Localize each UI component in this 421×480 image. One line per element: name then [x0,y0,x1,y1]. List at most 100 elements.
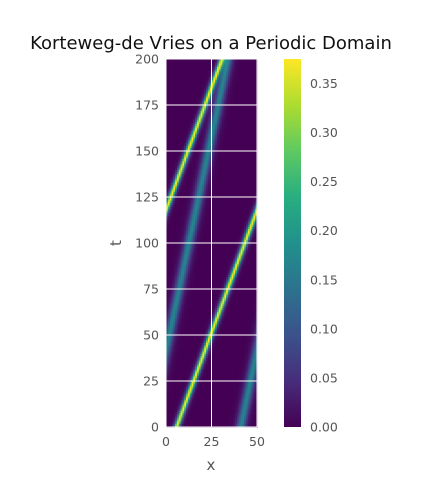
heatmap-cell [216,301,220,305]
heatmap-cell [231,401,234,404]
heatmap-cell [249,395,253,399]
heatmap-cell [238,309,242,312]
heatmap-cell [175,379,178,382]
heatmap-cell [233,425,236,428]
heatmap-cell [173,263,176,266]
heatmap-cell [204,423,207,426]
heatmap-cell [187,266,191,270]
heatmap-cell [220,406,224,410]
heatmap-cell [186,404,189,408]
heatmap-cell [180,320,183,323]
heatmap-cell [216,423,220,426]
heatmap-cell [173,298,176,301]
heatmap-cell [198,346,202,349]
heatmap-cell [169,423,173,426]
heatmap-cell [215,425,218,428]
heatmap-cell [229,270,233,274]
heatmap-cell [233,406,236,410]
heatmap-cell [235,360,238,364]
heatmap-cell [240,246,244,250]
heatmap-cell [196,397,200,400]
heatmap-cell [224,243,227,246]
heatmap-cell [204,397,207,400]
heatmap-cell [178,327,182,331]
heatmap-cell [244,300,247,303]
heatmap-cell [242,259,245,262]
heatmap-cell [189,331,193,334]
heatmap-cell [253,281,256,285]
heatmap-cell [176,419,180,423]
heatmap-cell [238,290,242,294]
heatmap-cell [227,399,231,402]
heatmap-cell [191,307,194,310]
heatmap-cell [213,351,216,354]
heatmap-cell [196,393,200,397]
heatmap-cell [198,307,202,310]
heatmap-cell [211,368,214,371]
heatmap-cell [166,305,169,308]
heatmap-cell [166,292,169,296]
heatmap-cell [171,423,174,426]
heatmap-cell [222,316,225,320]
heatmap-cell [202,292,205,296]
heatmap-cell [213,390,216,393]
heatmap-cell [247,335,251,338]
heatmap-cell [200,287,203,290]
heatmap-cell [171,373,174,377]
heatmap-cell [206,347,209,351]
heatmap-cell [211,323,214,327]
heatmap-cell [195,406,198,410]
heatmap-cell [182,311,185,314]
heatmap-cell [189,300,193,303]
heatmap-cell [222,392,225,395]
heatmap-cell [229,347,233,351]
heatmap-cell [166,325,169,329]
heatmap-cell [235,287,238,290]
heatmap-cell [206,368,209,371]
heatmap-cell [249,276,253,279]
heatmap-cell [186,244,189,248]
heatmap-cell [218,347,222,351]
heatmap-cell [166,252,169,255]
heatmap-cell [227,270,231,274]
heatmap-cell [176,300,180,303]
heatmap-cell [235,331,238,334]
heatmap-cell [195,307,198,310]
heatmap-cell [182,377,185,380]
heatmap-cell [178,362,182,366]
heatmap-cell [220,314,224,318]
heatmap-cell [215,270,218,274]
heatmap-cell [176,309,180,312]
heatmap-cell [166,268,169,272]
heatmap-cell [220,305,224,308]
heatmap-cell [191,335,194,338]
heatmap-cell [206,265,209,268]
heatmap-cell [180,252,183,255]
heatmap-cell [240,369,244,373]
heatmap-cell [193,331,196,334]
heatmap-cell [213,364,216,367]
heatmap-cell [175,331,178,334]
heatmap-cell [231,340,234,343]
heatmap-cell [195,362,198,366]
heatmap-cell [229,399,233,402]
heatmap-cell [173,290,176,294]
heatmap-cell [198,382,202,386]
heatmap-cell [249,360,253,364]
heatmap-cell [191,401,194,404]
heatmap-cell [166,392,169,395]
heatmap-cell [184,303,187,307]
heatmap-cell [193,296,196,299]
heatmap-cell [220,384,224,388]
heatmap-cell [229,375,233,378]
heatmap-cell [255,358,258,362]
heatmap-cell [169,327,173,331]
heatmap-cell [206,346,209,349]
heatmap-cell [211,292,214,296]
heatmap-cell [206,325,209,329]
heatmap-cell [186,375,189,378]
heatmap-cell [229,309,233,312]
heatmap-cell [251,336,254,340]
heatmap-cell [244,303,247,307]
heatmap-cell [169,333,173,336]
